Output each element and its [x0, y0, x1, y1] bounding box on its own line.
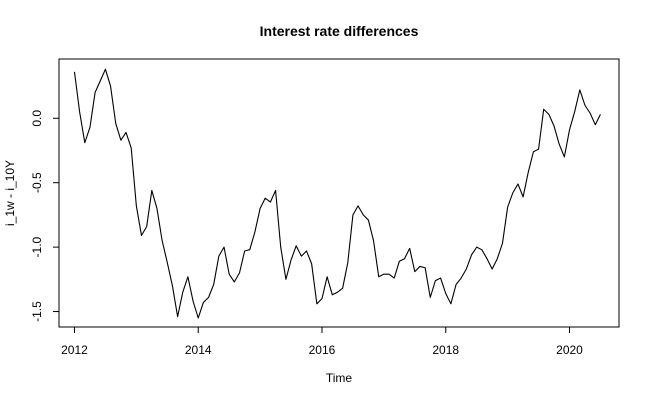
- chart-title: Interest rate differences: [260, 23, 419, 39]
- x-tick-label: 2014: [185, 343, 212, 357]
- series-line: [73, 68, 601, 319]
- x-axis: 2012 2014 2016 2018 2020: [61, 326, 583, 357]
- x-tick-label: 2012: [61, 343, 88, 357]
- y-axis-label: i_1w - i_10Y: [3, 160, 17, 226]
- y-tick-label: -1.5: [30, 301, 44, 322]
- plot-frame: [58, 58, 620, 328]
- x-tick-label: 2016: [309, 343, 336, 357]
- y-tick-label: 0.0: [30, 110, 44, 127]
- x-tick-label: 2018: [432, 343, 459, 357]
- y-tick-label: -1.0: [30, 236, 44, 257]
- y-tick-label: -0.5: [30, 172, 44, 193]
- series-layer: [73, 68, 601, 319]
- x-axis-label: Time: [326, 371, 353, 385]
- x-tick-label: 2020: [556, 343, 583, 357]
- y-axis: 0.0 -0.5 -1.0 -1.5: [30, 110, 60, 322]
